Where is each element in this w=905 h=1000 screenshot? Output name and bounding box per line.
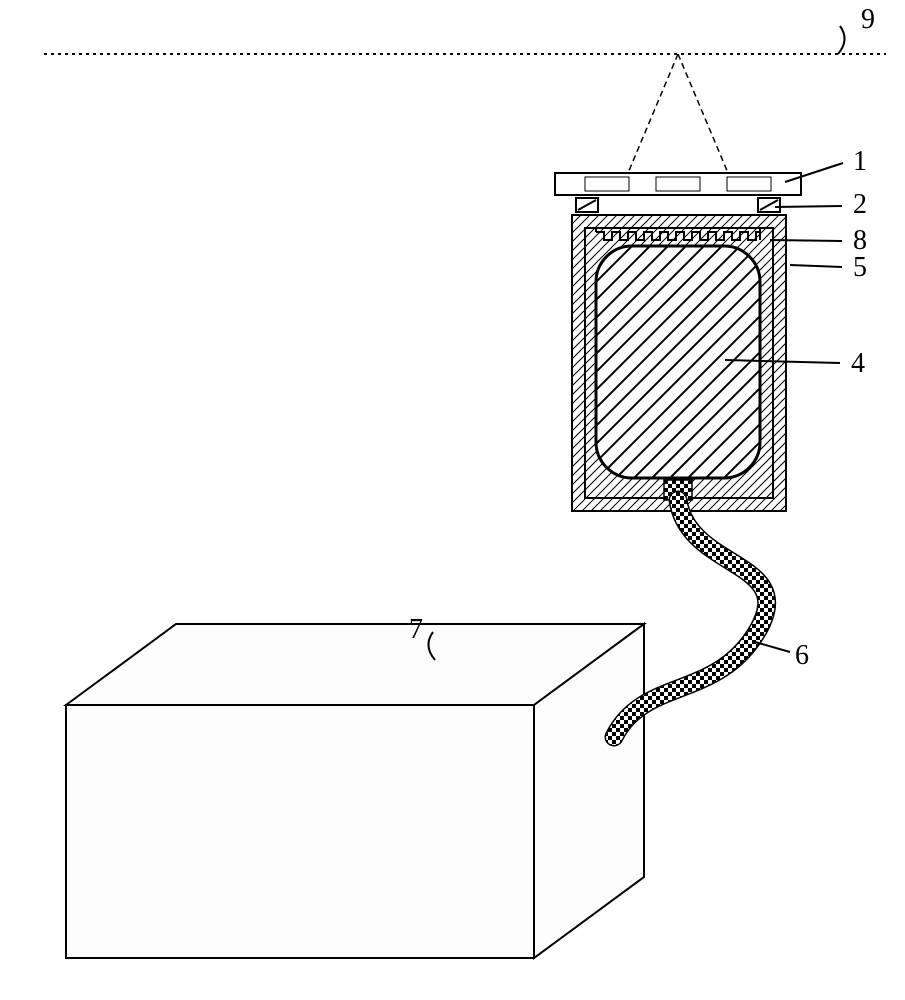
callout-label-7: 7 — [409, 614, 423, 645]
callout-label-5: 5 — [853, 252, 867, 283]
control-box — [66, 624, 644, 958]
leader-hook — [838, 26, 845, 54]
leader-line — [775, 206, 842, 207]
screw-1 — [758, 198, 780, 212]
cone-left — [628, 54, 678, 173]
leader-line — [755, 642, 790, 652]
leader-line — [790, 265, 842, 267]
top-plate — [555, 173, 801, 195]
cable — [614, 500, 767, 737]
callout-label-9: 9 — [861, 4, 875, 35]
callout-label-4: 4 — [851, 348, 865, 379]
callout-label-6: 6 — [795, 640, 809, 671]
callout-label-1: 1 — [853, 146, 867, 177]
callout-label-2: 2 — [853, 189, 867, 220]
screw-0 — [576, 198, 598, 212]
cone-right — [678, 54, 728, 173]
leader-line — [770, 240, 842, 241]
